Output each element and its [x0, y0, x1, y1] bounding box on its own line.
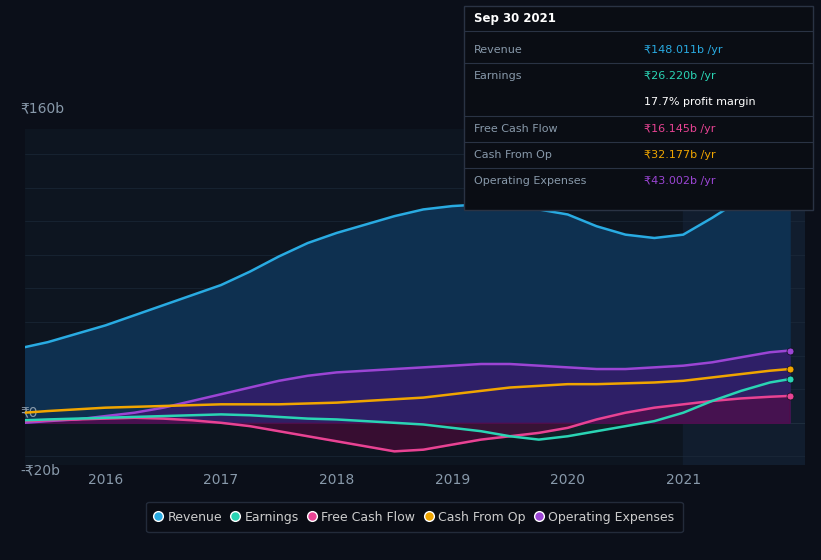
Text: -₹20b: -₹20b [21, 463, 61, 477]
Text: Revenue: Revenue [474, 45, 522, 55]
Text: 17.7% profit margin: 17.7% profit margin [644, 97, 756, 108]
Bar [683, 129, 805, 465]
Text: ₹26.220b /yr: ₹26.220b /yr [644, 71, 716, 81]
Text: ₹160b: ₹160b [21, 101, 65, 115]
Text: Cash From Op: Cash From Op [474, 150, 552, 160]
Text: Free Cash Flow: Free Cash Flow [474, 124, 557, 134]
Text: ₹16.145b /yr: ₹16.145b /yr [644, 124, 716, 134]
Text: Sep 30 2021: Sep 30 2021 [474, 12, 556, 25]
Text: ₹32.177b /yr: ₹32.177b /yr [644, 150, 716, 160]
Text: Earnings: Earnings [474, 71, 522, 81]
Text: Operating Expenses: Operating Expenses [474, 176, 586, 186]
Text: ₹43.002b /yr: ₹43.002b /yr [644, 176, 716, 186]
Text: ₹0: ₹0 [21, 405, 39, 419]
Legend: Revenue, Earnings, Free Cash Flow, Cash From Op, Operating Expenses: Revenue, Earnings, Free Cash Flow, Cash … [146, 502, 683, 533]
Text: ₹148.011b /yr: ₹148.011b /yr [644, 45, 723, 55]
